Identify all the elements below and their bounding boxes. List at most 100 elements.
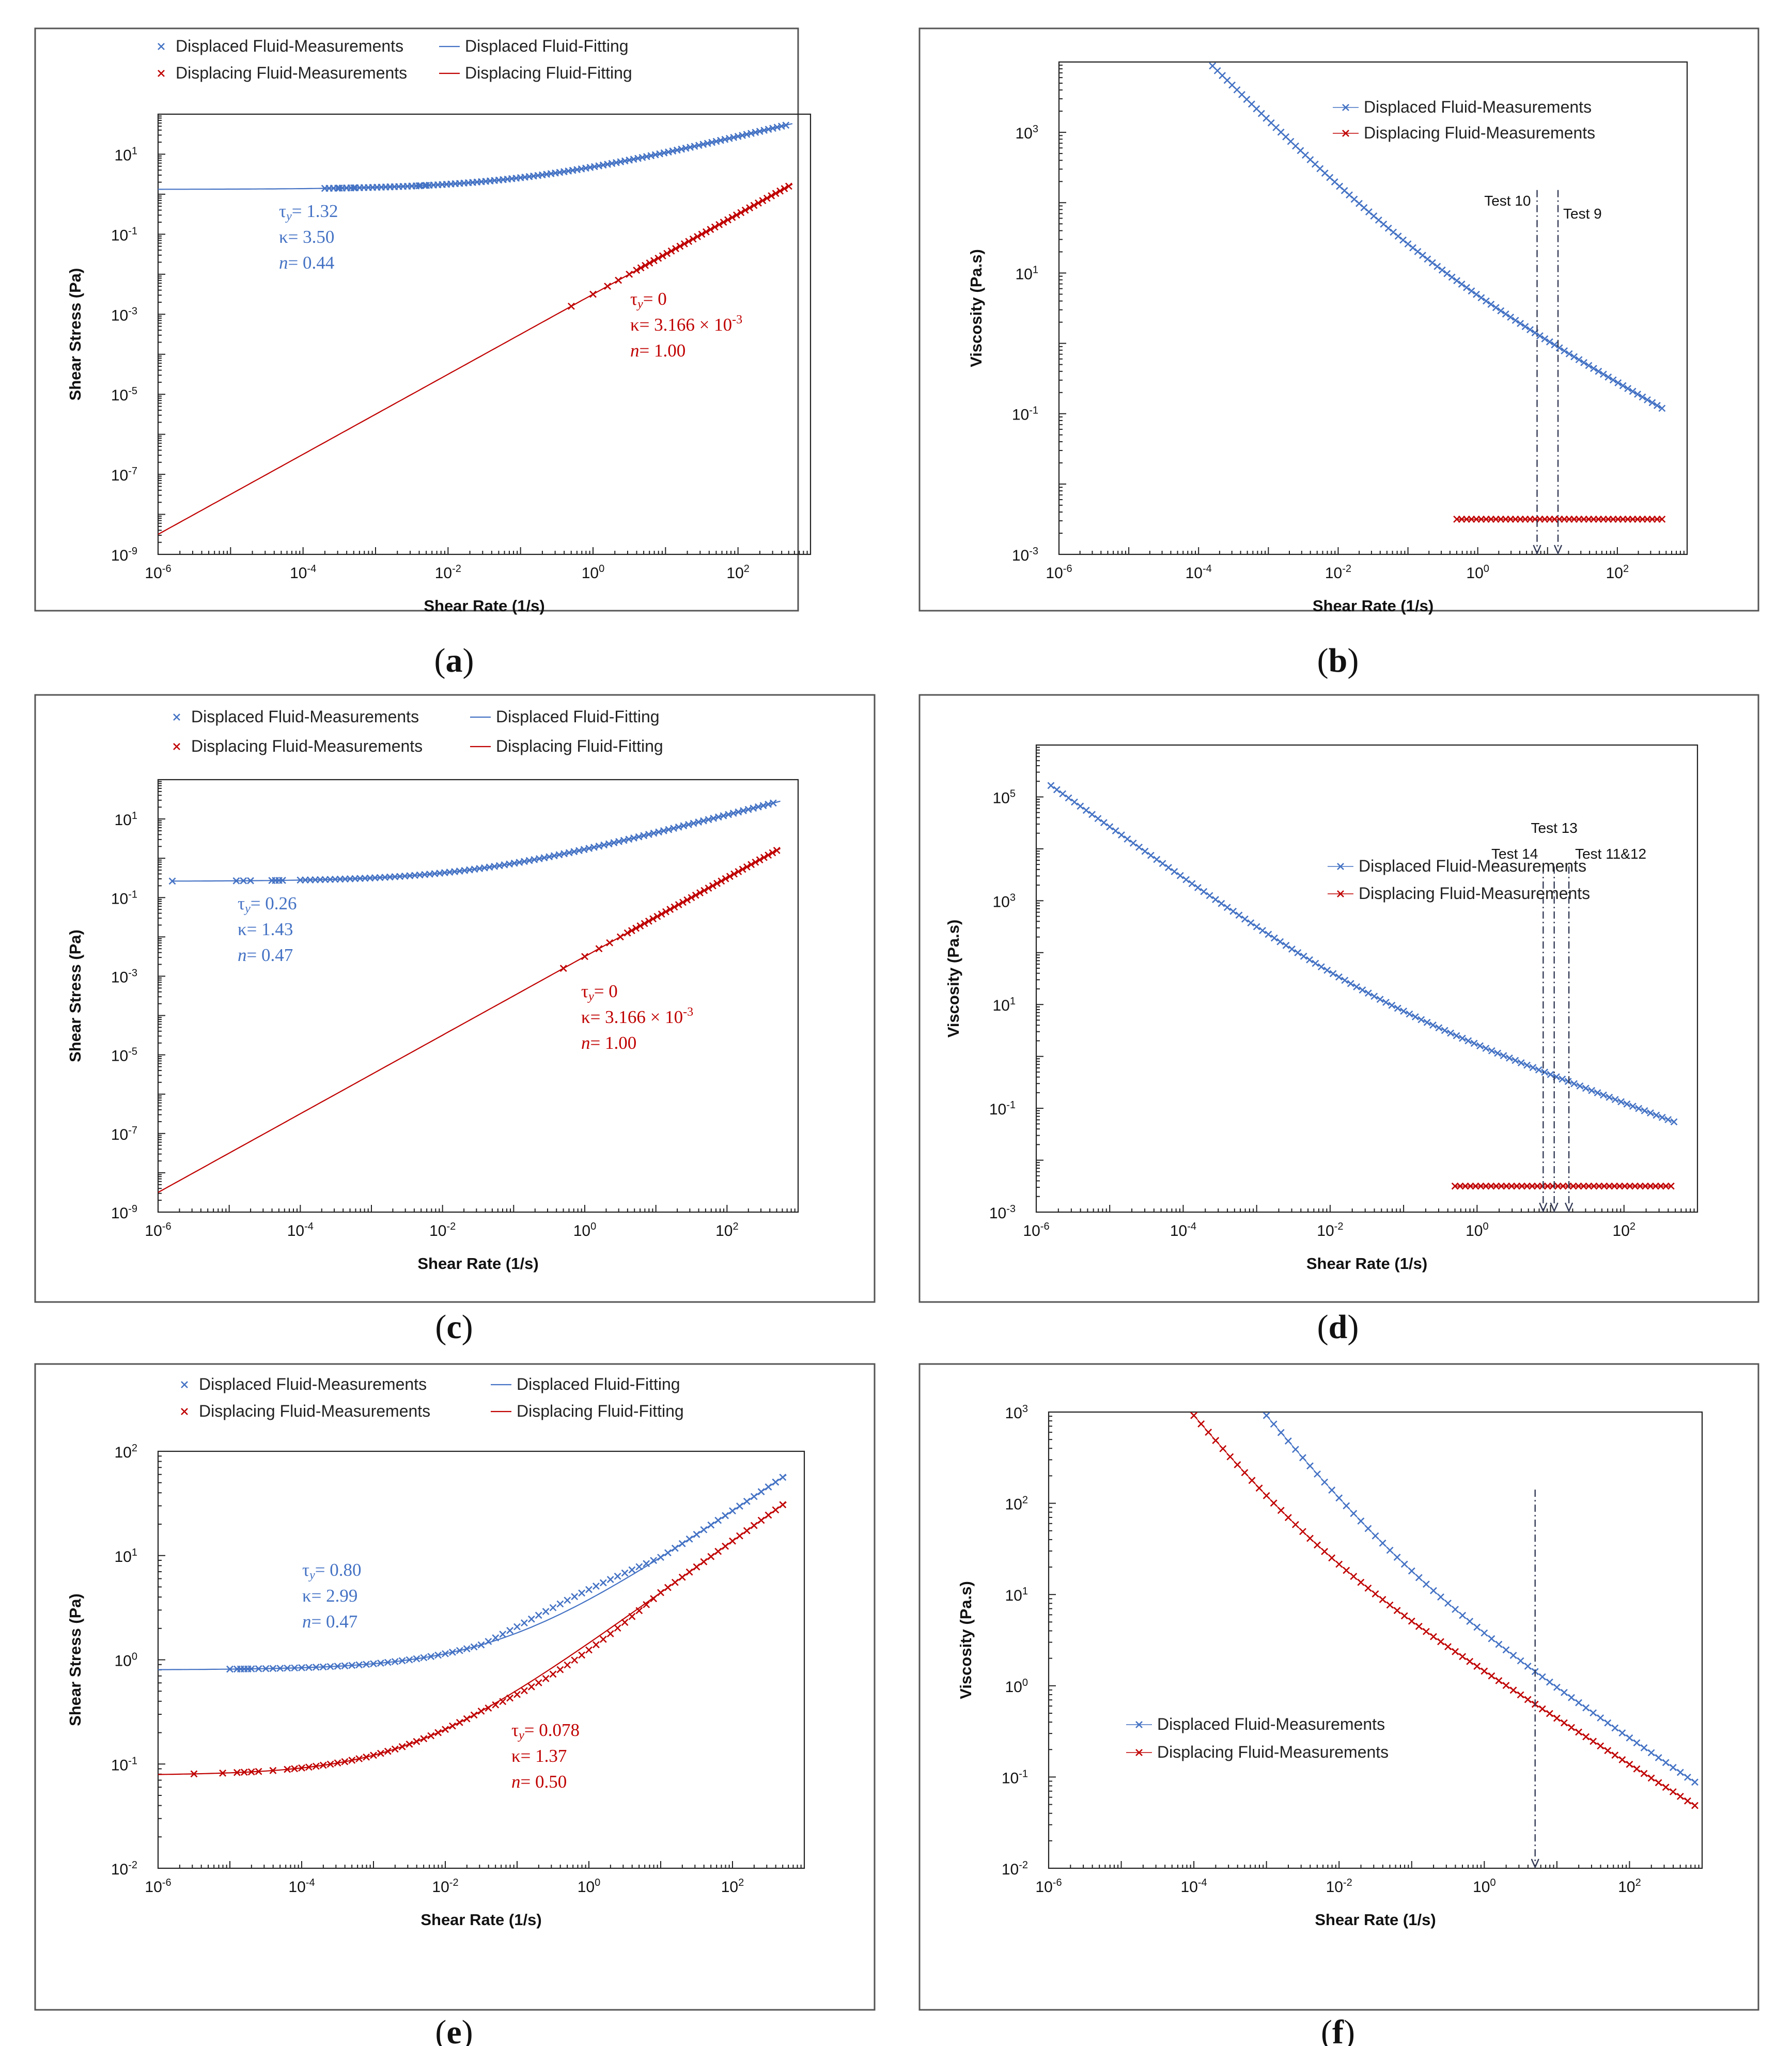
data-point (1640, 1770, 1648, 1777)
data-point (1124, 835, 1131, 843)
data-point (578, 1651, 586, 1659)
data-point (1568, 1724, 1575, 1731)
x-tick-label: 10-6 (145, 1877, 171, 1896)
data-point (1618, 1729, 1626, 1737)
data-point (1059, 790, 1067, 798)
x-tick-label: 100 (1473, 1877, 1496, 1896)
test-line-label: Test 10 (1484, 193, 1531, 209)
data-point (1379, 1595, 1386, 1603)
data-point (564, 1661, 571, 1669)
data-point (1291, 1521, 1299, 1528)
y-tick-label: 101 (993, 996, 1016, 1014)
legend-entry: Displacing Fluid-Measurements (1359, 884, 1590, 903)
data-point (1523, 1061, 1531, 1069)
data-point (1492, 304, 1500, 312)
x-tick-label: 102 (726, 563, 750, 582)
fit-parameter: κ= 1.43 (238, 919, 293, 939)
data-point (1270, 1499, 1277, 1507)
data-point (1463, 284, 1470, 291)
y-axis-label: Viscosity (Pa.s) (967, 249, 985, 367)
y-tick-label: 10-7 (111, 1125, 137, 1143)
data-point (1441, 1027, 1448, 1034)
series-fit-blue (158, 123, 793, 190)
y-tick-label: 10-5 (111, 385, 137, 404)
data-point (1511, 1057, 1519, 1064)
data-point (1488, 1672, 1495, 1680)
data-point (1394, 233, 1402, 240)
data-point (1459, 1611, 1467, 1619)
data-point (1497, 307, 1505, 315)
panel-caption: (d) (1317, 1308, 1359, 1346)
data-point (1653, 1111, 1660, 1119)
data-point (1655, 1754, 1662, 1761)
x-tick-label: 100 (1466, 1221, 1489, 1239)
test-line-arrow-icon (1550, 1202, 1559, 1213)
data-point (1590, 1709, 1597, 1717)
data-point (535, 1679, 542, 1686)
data-point (1517, 320, 1524, 327)
data-point (1482, 1182, 1490, 1190)
data-point (1453, 277, 1461, 285)
data-point (606, 1630, 614, 1637)
data-point (1409, 244, 1416, 252)
data-point (1564, 1078, 1572, 1085)
panel-frame (918, 694, 1759, 1303)
plot-area (1058, 61, 1688, 555)
fit-parameter: κ= 1.37 (511, 1746, 567, 1766)
fit-parameter: τy= 0.26 (238, 893, 297, 916)
data-point (1517, 1691, 1524, 1699)
data-point (1616, 1182, 1624, 1190)
data-point (1153, 856, 1161, 863)
data-point (1637, 1182, 1644, 1190)
data-point (1559, 1075, 1566, 1083)
y-tick-label: 10-1 (111, 889, 137, 907)
data-point (1321, 1478, 1329, 1486)
data-point (1253, 923, 1260, 931)
y-tick-label: 10-9 (111, 546, 137, 564)
legend-entry: Displacing Fluid-Measurements (176, 64, 407, 82)
data-point (1357, 1578, 1365, 1586)
data-point (1553, 1683, 1561, 1691)
data-point (1633, 1739, 1641, 1747)
plot-area (157, 779, 799, 1213)
data-point (1559, 1182, 1567, 1190)
data-point (1580, 1182, 1587, 1190)
data-point (1647, 1749, 1655, 1757)
data-point (1159, 860, 1166, 867)
data-point (1611, 1752, 1619, 1759)
data-point (614, 1572, 621, 1580)
legend-entry: Displacing Fluid-Measurements (1364, 123, 1595, 142)
data-point (1433, 262, 1441, 270)
data-point (1393, 1554, 1401, 1561)
y-tick-label: 101 (115, 1547, 138, 1566)
data-point (1408, 1567, 1415, 1575)
legend-marker-icon (181, 1408, 188, 1415)
data-point (1667, 1182, 1675, 1190)
data-point (1644, 396, 1651, 404)
data-point (1444, 1643, 1452, 1651)
data-point (1648, 399, 1656, 407)
legend-marker-icon (1342, 130, 1349, 137)
x-tick-label: 10-2 (1326, 1877, 1352, 1896)
data-point (1631, 1182, 1639, 1190)
data-point (614, 1624, 621, 1632)
data-point (1676, 1769, 1684, 1776)
data-point (1617, 1098, 1625, 1106)
y-tick-label: 10-3 (111, 967, 137, 986)
data-point (1147, 851, 1155, 859)
data-point (556, 1666, 564, 1673)
fit-parameter: n= 1.00 (581, 1033, 636, 1053)
fit-parameter: κ= 3.166 × 10-3 (630, 313, 742, 335)
data-point (1575, 1699, 1582, 1707)
panel-caption: (f) (1321, 2013, 1355, 2046)
data-point (643, 1560, 650, 1568)
data-point (1212, 1437, 1220, 1444)
data-point (1473, 1623, 1481, 1631)
data-point (1424, 255, 1431, 263)
data-point (1100, 819, 1108, 827)
fit-parameter: n= 0.47 (238, 945, 293, 965)
x-axis-label: Shear Rate (1/s) (424, 597, 544, 615)
data-point (585, 1646, 593, 1654)
data-point (1523, 1182, 1531, 1190)
data-point (1576, 1082, 1584, 1090)
